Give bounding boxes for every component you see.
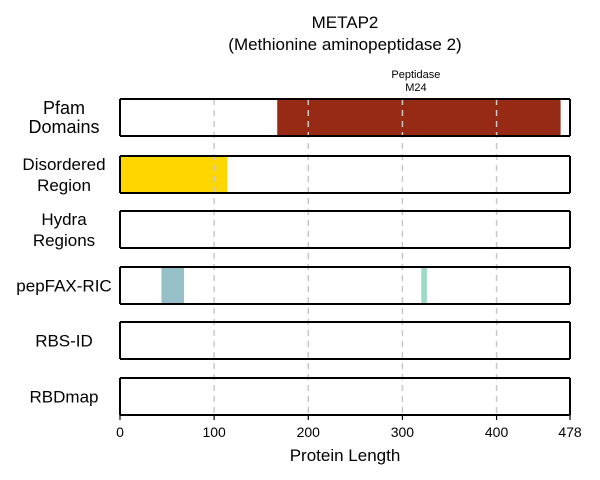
segment-annotation: M24 xyxy=(405,82,426,94)
track-border-group xyxy=(119,98,571,137)
track-label: Pfam xyxy=(43,98,85,118)
x-tick-label: 100 xyxy=(202,424,226,440)
track-background xyxy=(120,378,570,415)
x-tick-label: 478 xyxy=(558,424,582,440)
track-border-group xyxy=(119,321,571,360)
track-label: pepFAX-RIC xyxy=(16,277,111,296)
track-border-group xyxy=(119,266,571,305)
grid-layer xyxy=(213,99,498,415)
x-tick-label: 0 xyxy=(116,424,124,440)
x-axis-label: Protein Length xyxy=(290,446,401,465)
track-border-group xyxy=(119,210,571,249)
track-label: Region xyxy=(37,176,91,195)
track-segment xyxy=(421,267,427,304)
track-background xyxy=(120,211,570,248)
track-label: RBDmap xyxy=(30,388,99,407)
track-border-group xyxy=(119,155,571,194)
x-tick-label: 300 xyxy=(391,424,415,440)
track-background xyxy=(120,322,570,359)
x-tick-label: 200 xyxy=(297,424,321,440)
track-label: RBS-ID xyxy=(35,332,93,351)
chart-subtitle: (Methionine aminopeptidase 2) xyxy=(228,35,461,54)
x-axis: 0 100 200 300 400 478 xyxy=(116,414,582,440)
track-label: Domains xyxy=(28,117,99,137)
segment-annotation: Peptidase xyxy=(391,69,440,81)
x-tick-label: 400 xyxy=(485,424,509,440)
track-segment xyxy=(277,99,561,136)
chart-title: METAP2 xyxy=(312,13,379,32)
track-segment xyxy=(120,156,228,193)
track-segment xyxy=(161,267,185,304)
track-background xyxy=(120,267,570,304)
track-label: Hydra xyxy=(41,210,87,229)
track-label: Regions xyxy=(33,231,95,250)
track-label: Disordered xyxy=(22,155,105,174)
